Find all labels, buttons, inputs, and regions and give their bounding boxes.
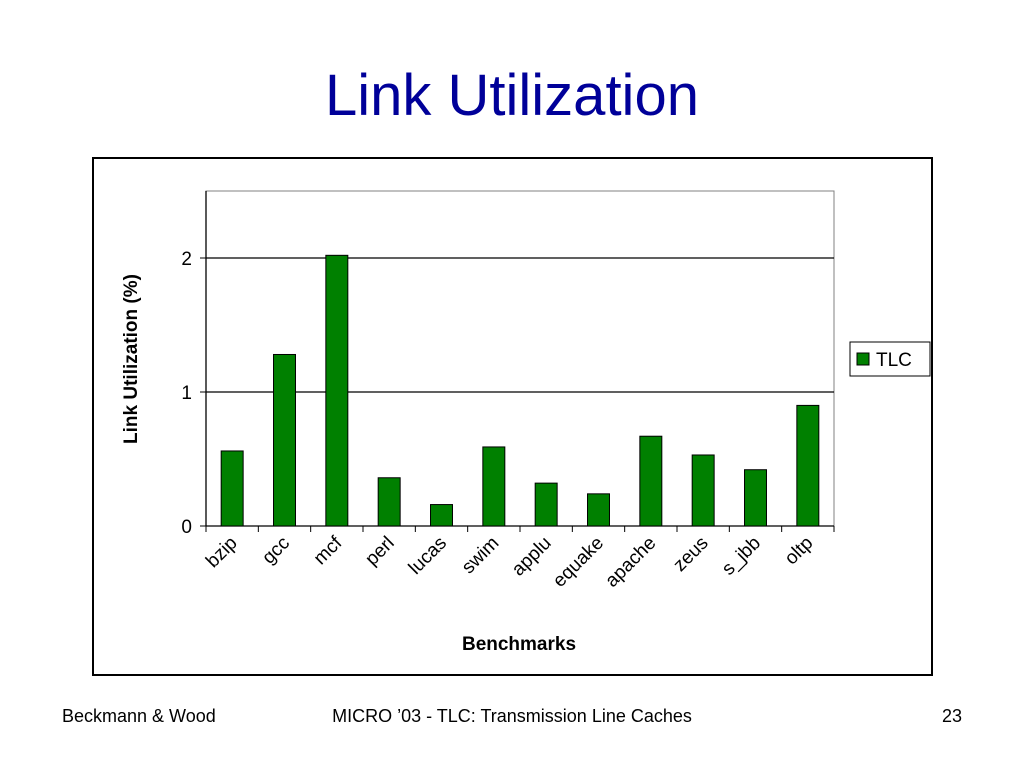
legend-swatch-tlc [856,352,870,366]
footer-authors: Beckmann & Wood [62,706,216,726]
plot-area [205,190,835,527]
x-tick-label: mcf [310,532,347,569]
x-tick-label: apache [601,533,660,592]
footer-page-number: 23 [941,706,962,726]
x-tick-label: bzip [202,533,241,572]
y-axis-title: Link Utilization (%) [121,274,142,444]
bar-applu [534,482,558,527]
bar-oltp [796,404,820,527]
bar-lucas [430,504,453,527]
legend-label-tlc: TLC [876,350,912,371]
x-tick-label: gcc [258,533,294,569]
x-tick-label: equake [549,533,608,592]
footer-talk-title: MICRO ’03 - TLC: Transmission Line Cache… [332,706,692,726]
x-tick-label: perl [361,533,398,570]
slide-title: Link Utilization [325,63,699,128]
x-tick-label: oltp [781,533,818,570]
chart-frame: 0 1 2 bzip gcc mcf perl lucas swim applu equake apa… [92,157,933,676]
bar-gcc [273,353,296,527]
bar-mcf [325,254,349,527]
bar-equake [587,493,610,527]
x-axis-title: Benchmarks [462,634,576,655]
bar-swim [482,446,506,527]
y-tick-label: 1 [181,383,192,404]
bar-apache [639,435,663,527]
bar-s_jbb [744,469,767,527]
x-tick-label: applu [508,533,556,581]
bar-zeus [691,454,715,527]
x-tick-label: zeus [669,533,712,576]
bar-perl [377,477,401,527]
x-tick-label: lucas [405,533,451,579]
bar-chart: 0 1 2 bzip gcc mcf perl lucas swim appluequakeapa… [121,190,931,655]
y-tick-label: 2 [181,249,192,270]
x-tick-label: s_jbb [718,533,765,580]
x-tick-label: swim [458,533,503,578]
bar-bzip [220,450,244,527]
y-tick-label: 0 [181,517,192,538]
